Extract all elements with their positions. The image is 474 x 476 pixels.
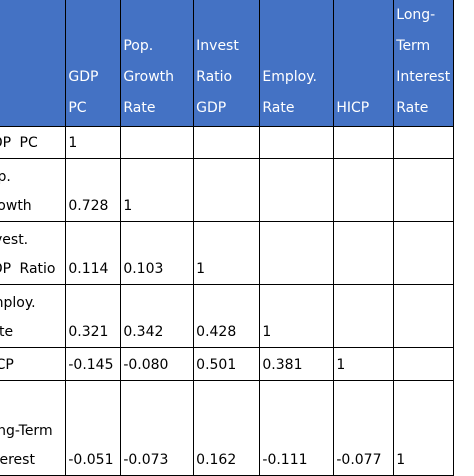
table-cell	[259, 221, 335, 285]
table-cell: 0.381	[259, 347, 335, 381]
table-cell	[333, 221, 395, 285]
table-cell: 0.162	[193, 380, 261, 476]
table-cell: -0.073	[120, 380, 195, 476]
table-cell: 0.321	[65, 284, 122, 348]
table-cell: 0.342	[120, 284, 195, 348]
table-cell: -0.145	[65, 347, 122, 381]
table-cell	[259, 158, 335, 222]
table-cell	[393, 126, 454, 159]
table-cell: 1	[65, 126, 122, 159]
table-cell	[393, 284, 454, 348]
table-cell	[393, 347, 454, 381]
row-header-long-term-interest: Long-Term Interest	[0, 380, 67, 476]
table-cell	[333, 284, 395, 348]
table-cell: -0.111	[259, 380, 335, 476]
table-cell	[193, 158, 261, 222]
table-cell: -0.080	[120, 347, 195, 381]
table-cell	[120, 126, 195, 159]
col-header-gdp-pc: GDP PC	[65, 0, 122, 127]
col-header-long-term-interest-rate: Long-Term Interest Rate	[393, 0, 454, 127]
table-cell: 1	[393, 380, 454, 476]
table-row: Pop. Growth 0.728 1	[0, 158, 454, 222]
table-row: HICP -0.145 -0.080 0.501 0.381 1	[0, 347, 454, 381]
row-header-gdp-pc: GDP PC	[0, 126, 67, 159]
table-cell: 0.501	[193, 347, 261, 381]
table-cell	[193, 126, 261, 159]
row-header-hicp: HICP	[0, 347, 67, 381]
table-cell: 1	[193, 221, 261, 285]
correlation-table: GDP PC Pop. Growth Rate Invest Ratio GDP…	[0, 0, 454, 476]
table-cell	[333, 158, 395, 222]
table-cell: 0.428	[193, 284, 261, 348]
table-cell	[259, 126, 335, 159]
table-cell	[393, 158, 454, 222]
row-header-invest-gdp-ratio: Invest. GDP Ratio	[0, 221, 67, 285]
table-cell	[393, 221, 454, 285]
table-row: Long-Term Interest -0.051 -0.073 0.162 -…	[0, 380, 454, 476]
table-cell: -0.051	[65, 380, 122, 476]
table-cell: 0.103	[120, 221, 195, 285]
col-header-employ-rate: Employ. Rate	[259, 0, 335, 127]
table-row: GDP PC 1	[0, 126, 454, 159]
row-header-pop-growth: Pop. Growth	[0, 158, 67, 222]
table-cell: 1	[333, 347, 395, 381]
header-row: GDP PC Pop. Growth Rate Invest Ratio GDP…	[0, 0, 454, 127]
col-header-invest-ratio-gdp: Invest Ratio GDP	[193, 0, 261, 127]
table-cell: 0.114	[65, 221, 122, 285]
col-header-pop-growth-rate: Pop. Growth Rate	[120, 0, 195, 127]
table-cell: 0.728	[65, 158, 122, 222]
table-cell: -0.077	[333, 380, 395, 476]
corner-cell	[0, 0, 67, 127]
col-header-hicp: HICP	[333, 0, 395, 127]
table-cell: 1	[120, 158, 195, 222]
table-cell	[333, 126, 395, 159]
table-row: Invest. GDP Ratio 0.114 0.103 1	[0, 221, 454, 285]
row-header-employ-rate: Employ. Rate	[0, 284, 67, 348]
table-cell: 1	[259, 284, 335, 348]
table-row: Employ. Rate 0.321 0.342 0.428 1	[0, 284, 454, 348]
